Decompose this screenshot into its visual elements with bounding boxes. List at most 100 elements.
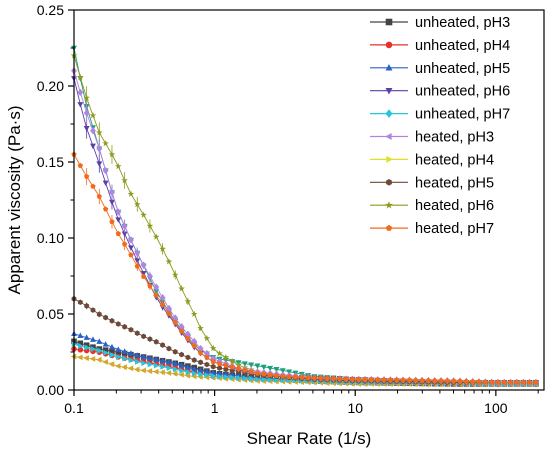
data-point [121,177,128,184]
data-point [108,150,116,158]
data-point [90,143,96,150]
legend: unheated, pH3 unheated, pH4 unheated, pH5 u… [370,15,510,237]
data-point [115,321,121,327]
data-point [172,370,178,377]
data-point [184,364,191,370]
legend-marker [385,201,393,209]
legend-marker [386,155,393,163]
data-point [83,109,90,117]
data-point [96,161,103,167]
legend-entry: unheated, pH5 [370,61,510,77]
data-point [438,377,444,383]
data-point [121,348,128,354]
data-point [400,377,406,383]
legend-marker [385,64,393,71]
legend-label: heated, pH4 [415,152,494,168]
legend-marker [385,133,392,140]
legend-label: heated, pH3 [415,130,494,146]
data-point [463,378,469,384]
data-point [140,273,147,279]
data-point [387,377,394,383]
tick-layer: 0.1 1 10 100 0.00 0.05 0.10 0.15 0.20 0.25 [37,2,539,416]
data-point [141,333,147,340]
data-point [394,377,400,383]
legend-marker [386,179,392,186]
data-point [299,374,305,380]
data-point [204,354,210,360]
data-point [102,180,109,187]
y-tick-label: 0.15 [37,154,64,170]
data-point [520,379,526,385]
data-point [122,324,128,330]
data-point [217,365,222,371]
data-point [77,162,83,168]
data-point [318,375,324,381]
data-point [115,217,122,223]
data-point [280,373,286,379]
data-point [248,368,254,375]
data-point [83,334,90,340]
y-tick-label: 0.05 [37,306,64,322]
data-point [84,344,90,351]
data-point [419,377,425,383]
data-point [526,379,533,385]
legend-label: heated, pH5 [415,175,494,191]
data-point [102,206,109,212]
series-line [73,55,536,383]
x-tick-label: 10 [347,400,363,416]
x-axis-title: Shear Rate (1/s) [247,429,372,448]
legend-entry: heated, pH7 [370,221,494,237]
data-point [191,343,197,349]
data-point [115,230,121,236]
data-point [128,350,134,356]
data-point [96,338,103,344]
data-point [260,364,267,371]
legend-label: unheated, pH6 [415,84,510,100]
legend-entry: unheated, pH6 [370,84,510,100]
data-point [96,356,102,363]
data-point [248,362,255,368]
data-point [97,347,103,354]
data-point [128,236,134,244]
y-tick-label: 0.20 [37,78,64,94]
data-point [102,341,109,347]
data-point [451,378,457,384]
y-axis-title: Apparent viscosity (Pa·s) [5,106,24,295]
data-point [191,357,197,363]
legend-label: heated, pH6 [415,198,494,214]
data-point [482,379,488,385]
data-point [89,355,96,362]
data-point [90,336,96,342]
data-point [146,222,154,229]
legend-marker [385,88,393,95]
data-point [140,270,147,277]
data-point [337,376,343,382]
data-point [141,360,147,367]
x-tick-label: 0.1 [64,400,84,416]
data-point [178,285,185,292]
data-point [159,357,166,363]
legend-entry: heated, pH4 [370,152,494,168]
data-point [115,346,122,352]
series-8 [71,295,539,386]
data-point [77,102,84,108]
data-point [286,373,292,379]
data-point [114,162,122,170]
data-point [128,252,134,258]
data-point [134,263,140,269]
legend-entry: heated, pH6 [370,198,494,214]
data-point [127,190,135,197]
data-point [356,376,362,382]
data-point [109,188,115,197]
data-point [179,351,184,358]
data-point [178,362,185,368]
data-point [172,319,178,325]
data-point [254,363,261,369]
legend-marker [385,109,393,118]
data-point [140,367,146,374]
data-point [425,377,432,383]
data-point [469,378,476,384]
data-point [514,379,520,385]
data-point [198,359,203,366]
